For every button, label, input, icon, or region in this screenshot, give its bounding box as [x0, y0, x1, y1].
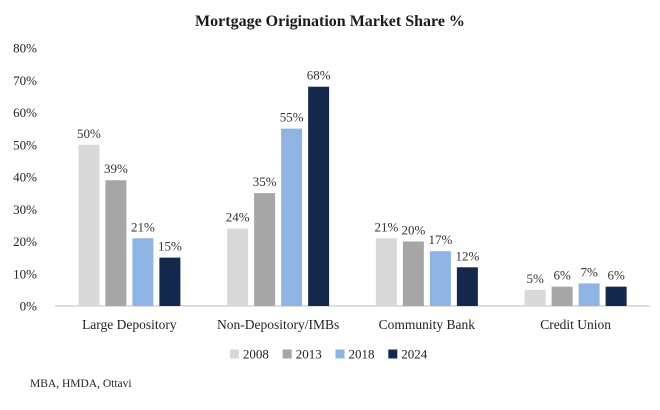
- legend-label: 2013: [296, 347, 322, 362]
- bar-2018: [578, 283, 600, 306]
- y-tick-label: 70%: [13, 73, 37, 88]
- bar-2008: [78, 144, 100, 306]
- y-tick-label: 80%: [13, 41, 37, 56]
- legend-label: 2008: [243, 347, 269, 362]
- y-tick-label: 60%: [13, 105, 37, 120]
- data-label: 21%: [374, 219, 398, 234]
- chart-title: Mortgage Origination Market Share %: [195, 13, 465, 30]
- data-label: 24%: [226, 210, 250, 225]
- legend-label: 2018: [349, 347, 375, 362]
- y-tick-label: 10%: [13, 266, 37, 281]
- data-label: 7%: [580, 264, 598, 279]
- data-label: 12%: [455, 248, 479, 263]
- bar-2024: [308, 86, 330, 306]
- bar-2008: [227, 228, 249, 306]
- bar-2013: [254, 193, 276, 306]
- data-label: 17%: [428, 232, 452, 247]
- data-label: 39%: [104, 161, 128, 176]
- bar-2013: [402, 241, 424, 306]
- legend-swatch: [282, 349, 292, 359]
- bar-2018: [132, 238, 154, 306]
- data-label: 55%: [280, 110, 304, 125]
- y-tick-label: 40%: [13, 170, 37, 185]
- bars: 50%39%21%15%24%35%55%68%21% 20%17%12%5% 6%…: [77, 68, 627, 306]
- data-label: 35%: [253, 174, 277, 189]
- bar-2024: [605, 286, 627, 306]
- x-category-label: Credit Union: [540, 317, 611, 332]
- x-category-label: Non-Depository/IMBs: [217, 317, 339, 332]
- bar-2013: [551, 286, 573, 306]
- legend-swatch: [229, 349, 239, 359]
- bar-2013: [105, 180, 127, 306]
- data-label: 20%: [401, 223, 425, 238]
- bar-2008: [524, 289, 546, 306]
- legend-label: 2024: [401, 347, 428, 362]
- bar-2024: [456, 267, 478, 306]
- x-category-label: Community Bank: [379, 317, 476, 332]
- data-label: 15%: [158, 239, 182, 254]
- y-tick-label: 20%: [13, 234, 37, 249]
- x-category-label: Large Depository: [82, 317, 177, 332]
- legend-swatch: [335, 349, 345, 359]
- legend-swatch: [388, 349, 398, 359]
- y-tick-label: 0%: [20, 299, 38, 314]
- y-tick-label: 50%: [13, 137, 37, 152]
- category-labels: Large Depository Non-Depository/IMBs Commu…: [82, 317, 611, 332]
- data-label: 6%: [553, 268, 571, 283]
- bar-2024: [159, 257, 181, 306]
- data-label: 21%: [131, 219, 155, 234]
- data-label: 50%: [77, 126, 101, 141]
- bar-2008: [375, 238, 397, 306]
- bar-2018: [429, 251, 451, 306]
- y-tick-label: 30%: [13, 202, 37, 217]
- y-axis: 0% 10% 20% 30% 40% 50% 60% 70% 80%: [13, 41, 37, 314]
- legend: 2008 2013 2018 2024: [229, 347, 428, 362]
- data-label: 5%: [526, 271, 544, 286]
- bar-2018: [281, 128, 303, 306]
- source-note: MBA, HMDA, Ottavi: [30, 378, 132, 390]
- data-label: 68%: [307, 68, 331, 83]
- data-label: 6%: [607, 268, 625, 283]
